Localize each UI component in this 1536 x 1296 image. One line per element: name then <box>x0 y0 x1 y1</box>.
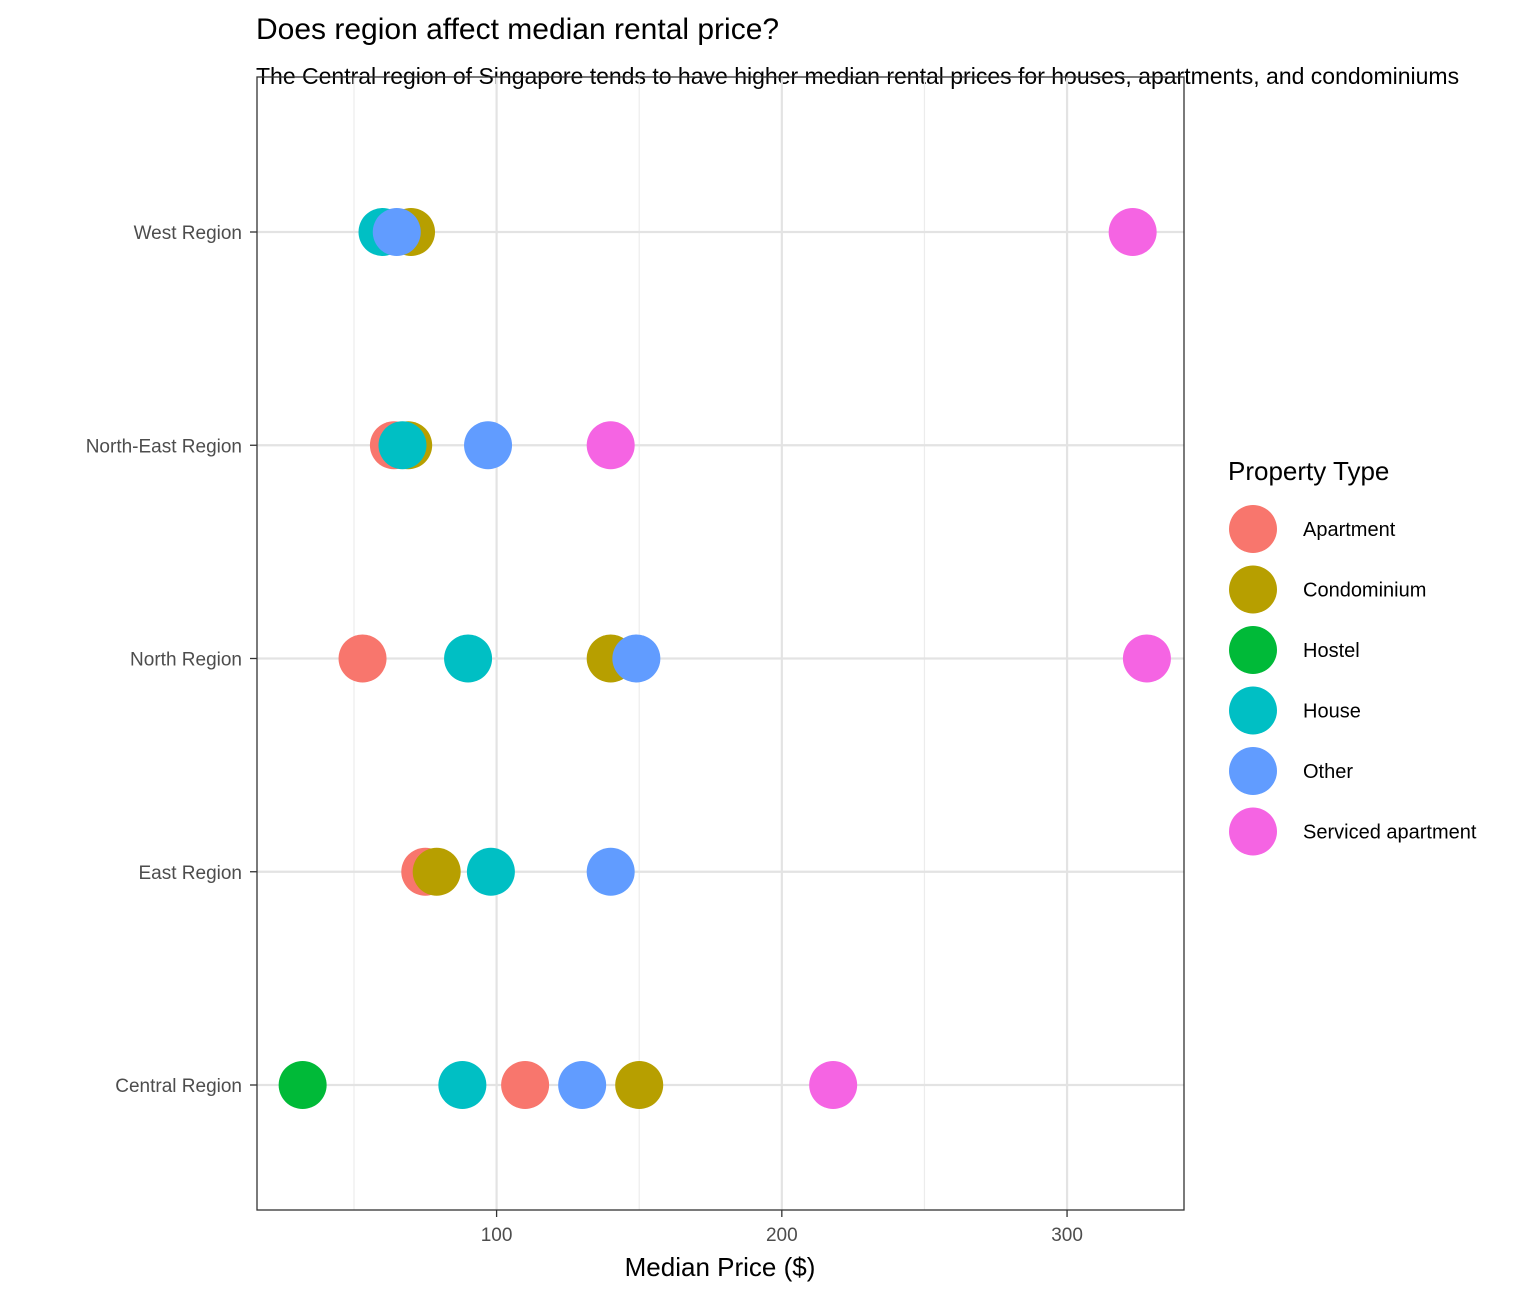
legend: Apartment Condominium Hostel House Other Serv… <box>1229 505 1477 856</box>
legend-key <box>1229 807 1277 856</box>
data-point <box>438 1061 487 1109</box>
data-point <box>412 847 461 896</box>
legend-key <box>1229 505 1277 553</box>
data-point <box>586 421 635 470</box>
legend-key <box>1229 565 1277 614</box>
y-tick-label: West Region <box>134 223 242 244</box>
data-points <box>278 208 1171 1109</box>
x-tick-label: 200 <box>766 1225 798 1246</box>
x-tick-label: 100 <box>481 1225 513 1246</box>
data-point <box>1108 208 1157 256</box>
chart-title: Does region affect median rental price? <box>256 13 779 46</box>
data-point <box>809 1061 858 1109</box>
data-point <box>464 421 513 470</box>
chart-subtitle: The Central region of Singapore tends to… <box>256 63 1459 89</box>
axes: 100 200 300 Central Region East Region North … <box>86 223 1083 1246</box>
y-tick-label: North Region <box>130 650 242 671</box>
legend-label: Condominium <box>1303 580 1426 602</box>
data-point <box>586 847 635 896</box>
data-point <box>558 1061 607 1109</box>
x-axis-label: Median Price ($) <box>625 1252 816 1282</box>
legend-label: Serviced apartment <box>1303 822 1477 844</box>
data-point <box>615 1061 664 1109</box>
y-tick-label: Central Region <box>115 1076 242 1097</box>
legend-key <box>1229 686 1277 735</box>
y-tick-label: East Region <box>138 863 242 884</box>
y-tick-label: North-East Region <box>86 436 242 457</box>
legend-title: Property Type <box>1228 456 1389 486</box>
legend-label: House <box>1303 701 1361 723</box>
legend-label: Apartment <box>1303 519 1396 541</box>
data-point <box>466 847 515 896</box>
data-point <box>372 208 421 256</box>
legend-label: Other <box>1303 761 1353 783</box>
data-point <box>378 421 427 470</box>
legend-key <box>1229 626 1277 674</box>
data-point <box>278 1061 327 1109</box>
data-point <box>338 634 387 683</box>
data-point <box>1122 634 1171 683</box>
x-tick-label: 300 <box>1051 1225 1083 1246</box>
legend-key <box>1229 747 1277 795</box>
plot-panel-border <box>256 76 1185 1211</box>
legend-label: Hostel <box>1303 640 1360 662</box>
data-point <box>501 1061 550 1109</box>
data-point <box>444 634 493 683</box>
data-point <box>612 634 661 683</box>
